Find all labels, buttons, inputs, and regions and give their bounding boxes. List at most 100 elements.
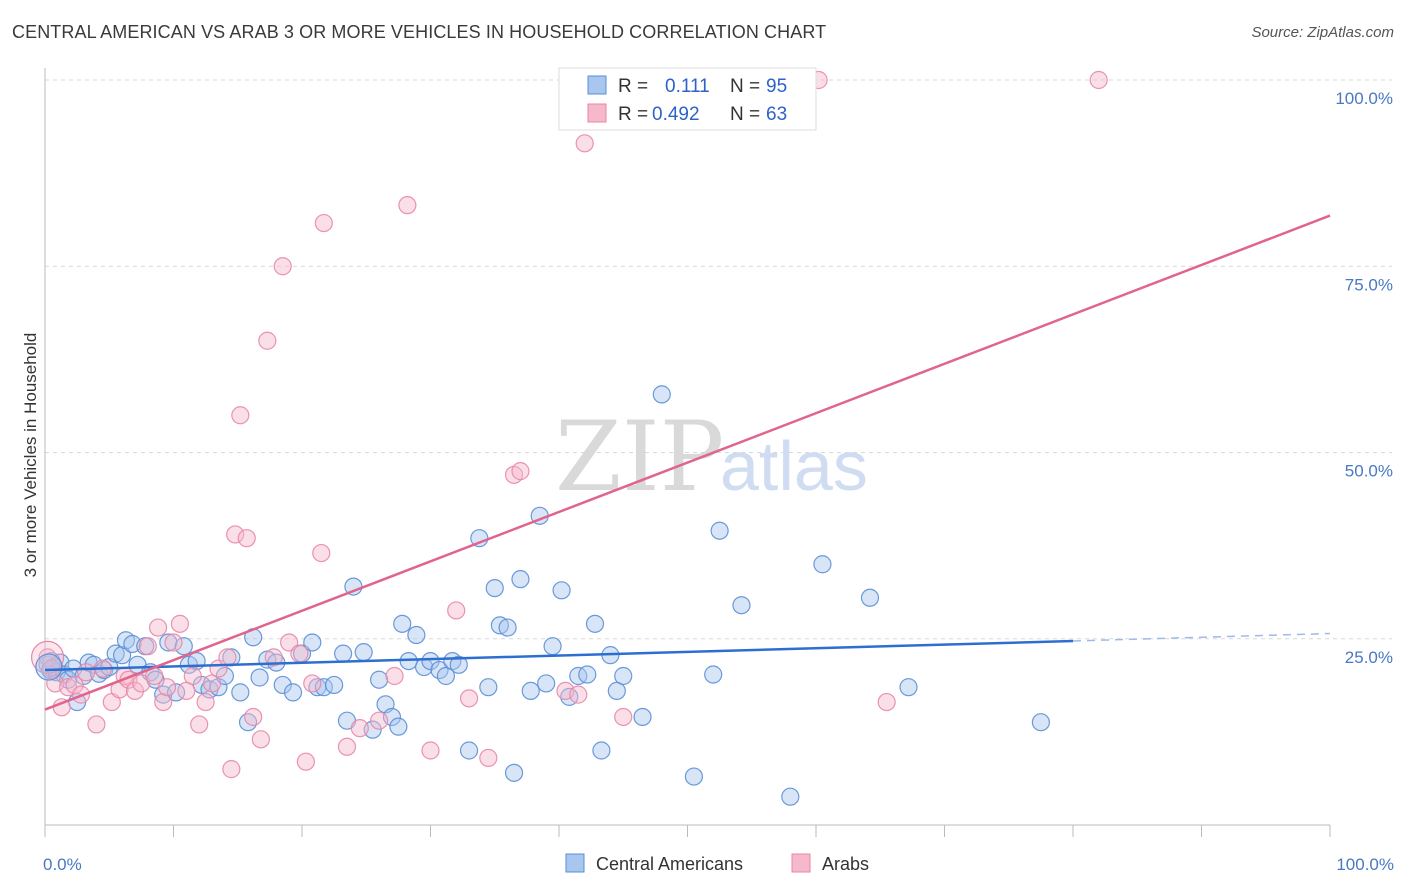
point-arabs: [447, 601, 466, 620]
legend-n-value-2: 63: [766, 104, 787, 125]
point-arabs: [196, 692, 215, 712]
point-central-americans: [552, 581, 571, 600]
watermark: ZIP atlas: [555, 401, 868, 513]
bottom-legend-swatch-arabs: [791, 853, 811, 873]
point-arabs: [157, 678, 177, 697]
source-credit: Source: ZipAtlas.com: [1251, 24, 1394, 41]
legend-swatch-arabs: [587, 103, 607, 123]
point-central-americans: [511, 570, 530, 589]
point-central-americans-cluster: [35, 653, 63, 681]
point-central-americans: [899, 678, 918, 697]
point-central-americans: [710, 521, 729, 540]
bottom-legend-label-arabs: Arabs: [822, 854, 869, 874]
point-central-americans: [449, 655, 468, 674]
point-central-americans: [354, 643, 373, 662]
point-arabs: [575, 134, 594, 153]
legend-r-label-1: R =: [618, 76, 648, 97]
point-arabs: [164, 633, 183, 652]
y-axis-label: 3 or more Vehicles in Household: [21, 333, 40, 578]
y-tick-labels: 25.0% 50.0% 75.0% 100.0%: [1335, 89, 1393, 667]
point-central-americans: [389, 717, 408, 736]
point-arabs: [222, 760, 241, 779]
point-arabs-cluster: [30, 640, 65, 674]
bottom-legend-label-central-americans: Central Americans: [596, 854, 743, 874]
bottom-legend: Central Americans Arabs: [565, 853, 869, 874]
point-central-americans: [334, 644, 353, 663]
point-central-americans: [459, 741, 479, 760]
point-arabs: [385, 666, 404, 686]
point-central-americans: [393, 614, 412, 633]
y-tick-label: 100.0%: [1335, 89, 1393, 108]
point-arabs: [251, 730, 270, 749]
point-arabs: [273, 257, 292, 276]
point-central-americans: [732, 596, 751, 615]
point-central-americans: [614, 666, 633, 686]
point-arabs: [218, 648, 237, 667]
point-arabs: [237, 529, 256, 548]
point-arabs: [479, 748, 498, 768]
point-arabs: [337, 737, 357, 756]
trend-line-central-americans-extension: [1072, 632, 1331, 642]
point-central-americans: [585, 614, 605, 633]
point-arabs: [280, 633, 299, 652]
point-arabs: [125, 681, 145, 701]
point-arabs: [38, 648, 57, 667]
point-central-americans: [231, 683, 250, 702]
point-arabs: [459, 689, 479, 708]
trend-lines: [44, 214, 1331, 711]
point-central-americans: [578, 665, 597, 684]
x-tick-labels: 0.0% 100.0%: [43, 855, 1394, 874]
point-central-americans: [112, 646, 132, 665]
point-central-americans: [407, 625, 426, 645]
point-arabs: [296, 752, 315, 771]
point-arabs: [226, 525, 245, 544]
point-arabs: [138, 637, 157, 656]
legend-swatch-central-americans: [587, 75, 607, 95]
y-tick-label: 25.0%: [1345, 648, 1393, 667]
point-central-americans: [106, 644, 125, 663]
point-arabs: [244, 707, 263, 727]
point-central-americans: [813, 555, 832, 574]
x-tick-label-right: 100.0%: [1336, 855, 1394, 874]
point-central-americans: [479, 678, 498, 697]
point-arabs: [148, 618, 168, 637]
point-arabs: [877, 692, 896, 712]
legend-n-label-1: N =: [730, 76, 760, 97]
trend-line-central-americans: [44, 639, 1074, 672]
point-central-americans: [498, 618, 517, 637]
point-central-americans: [592, 741, 611, 760]
point-arabs: [421, 741, 440, 760]
axes: [44, 68, 1331, 837]
point-central-americans: [704, 665, 723, 684]
point-central-americans: [543, 637, 562, 656]
point-central-americans: [1031, 713, 1050, 732]
point-arabs: [511, 462, 530, 481]
point-arabs: [614, 707, 633, 727]
chart-title: CENTRAL AMERICAN VS ARAB 3 OR MORE VEHIC…: [12, 22, 827, 42]
x-tick-label-left: 0.0%: [43, 855, 82, 874]
point-arabs: [398, 196, 417, 215]
point-central-americans: [652, 385, 671, 404]
point-central-americans: [569, 666, 588, 686]
bottom-legend-swatch-central-americans: [565, 853, 585, 873]
point-central-americans: [521, 681, 540, 701]
point-central-americans: [283, 683, 303, 702]
y-tick-label: 75.0%: [1345, 275, 1393, 294]
grid-lines: [45, 79, 1392, 640]
watermark-zip: ZIP: [555, 401, 724, 513]
point-arabs: [1089, 70, 1108, 90]
point-central-americans: [250, 668, 269, 687]
point-central-americans: [633, 707, 652, 727]
y-tick-label: 50.0%: [1345, 462, 1393, 481]
point-arabs: [264, 648, 283, 667]
legend: R = 0.111 N = 95 R = 0.492 N = 63: [558, 67, 817, 131]
legend-n-value-1: 95: [766, 76, 787, 97]
point-central-americans: [303, 633, 322, 652]
point-arabs: [154, 692, 173, 712]
point-central-americans: [485, 578, 504, 598]
point-central-americans: [684, 767, 704, 786]
point-arabs: [77, 663, 96, 682]
legend-r-value-2: 0.492: [652, 104, 700, 125]
point-central-americans: [238, 713, 258, 732]
